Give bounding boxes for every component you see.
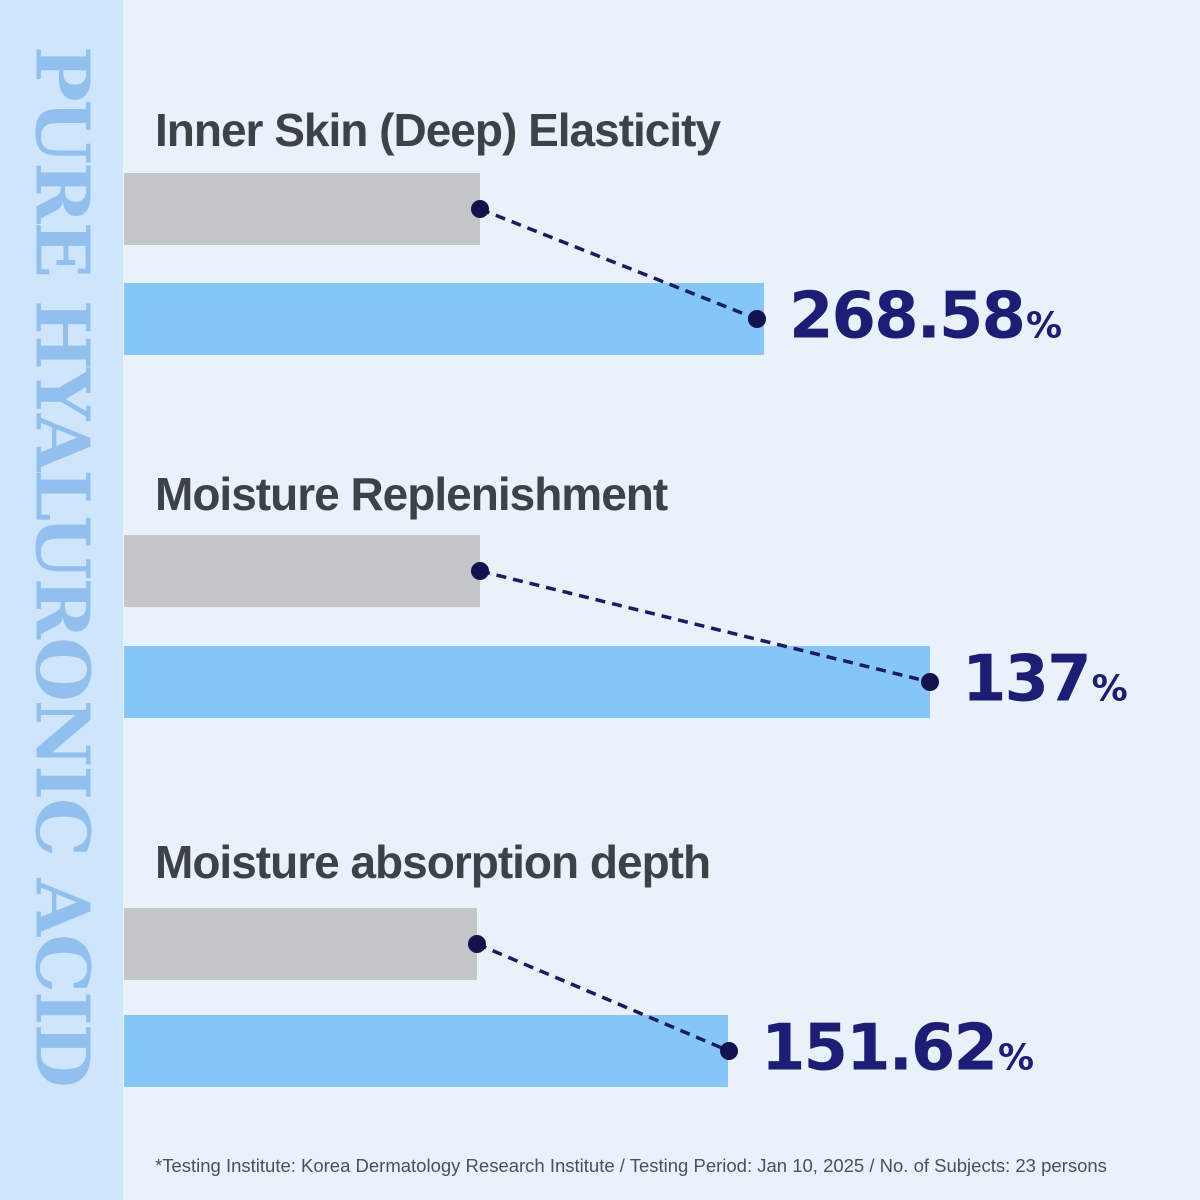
value-unit-elasticity: %: [1025, 305, 1063, 347]
brand-sidebar: PURE HYALURONIC ACID: [0, 0, 123, 1200]
section-title-elasticity: Inner Skin (Deep) Elasticity: [155, 104, 721, 156]
baseline-bar-elasticity: [124, 173, 480, 245]
result-bar-replenishment: [124, 646, 930, 718]
value-number-replenishment: 137: [962, 642, 1092, 717]
baseline-bar-absorption: [124, 908, 477, 980]
value-number-absorption: 151.62: [761, 1011, 998, 1086]
value-unit-absorption: %: [997, 1037, 1035, 1079]
brand-vertical-text: PURE HYALURONIC ACID: [18, 46, 105, 1086]
value-label-absorption: 151.62 %: [761, 1016, 1034, 1080]
result-bar-elasticity: [124, 283, 764, 355]
value-unit-replenishment: %: [1091, 668, 1128, 710]
value-label-replenishment: 137 %: [962, 647, 1128, 711]
section-title-absorption: Moisture absorption depth: [155, 836, 711, 888]
result-bar-absorption: [124, 1015, 728, 1087]
value-label-elasticity: 268.58 %: [789, 284, 1062, 348]
testing-footnote: *Testing Institute: Korea Dermatology Re…: [155, 1155, 1107, 1176]
baseline-bar-replenishment: [124, 535, 480, 607]
section-title-replenishment: Moisture Replenishment: [155, 468, 668, 520]
value-number-elasticity: 268.58: [789, 279, 1026, 354]
